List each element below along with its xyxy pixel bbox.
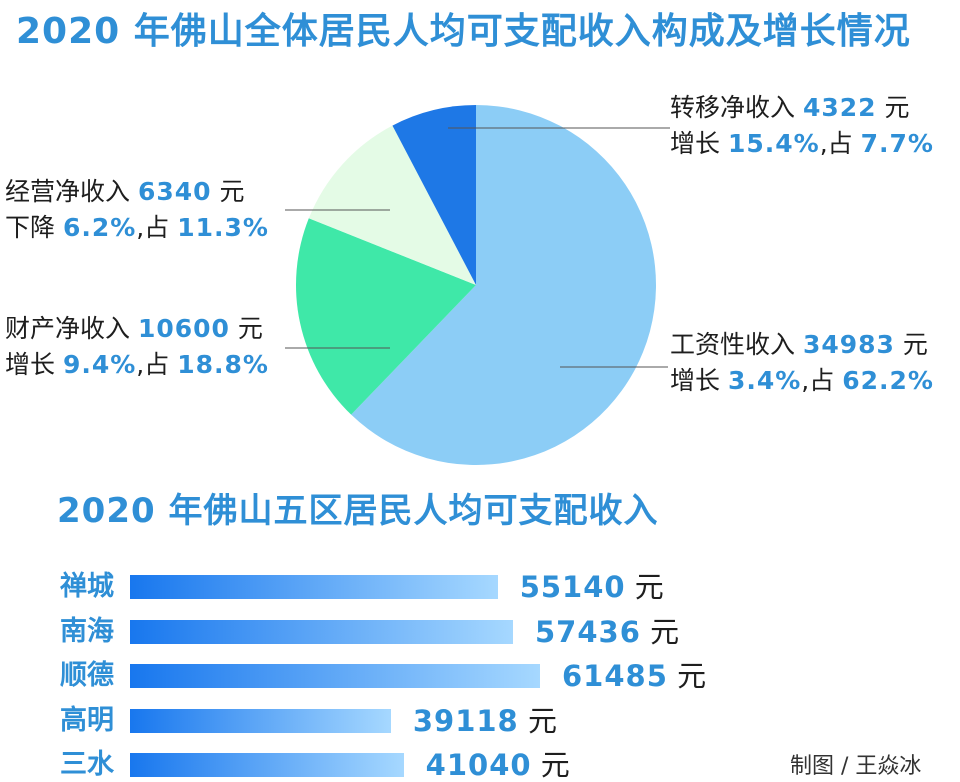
pie-slice-1 — [296, 218, 476, 415]
bar-row: 禅城 55140 元 — [0, 570, 960, 604]
pie-slice-2 — [308, 125, 476, 285]
bar-row: 高明 39118 元 — [0, 704, 960, 738]
bar-title: 2020 年佛山五区居民人均可支配收入 — [57, 491, 659, 531]
credit: 制图 / 王焱冰 — [790, 754, 922, 779]
property-label: 财产净收入 10600 元 增长 9.4%,占 18.8% — [5, 314, 269, 379]
bar-row: 三水 41040 元 — [0, 748, 960, 782]
bar-category-label: 禅城 — [60, 571, 114, 602]
bar-value-label: 55140 元 — [519, 570, 664, 604]
bar-value-label: 57436 元 — [535, 614, 680, 649]
pie-slice-3 — [392, 105, 476, 285]
pie-title: 2020 年佛山全体居民人均可支配收入构成及增长情况 — [16, 11, 911, 52]
transfer-label: 转移净收入 4322 元 增长 15.4%,占 7.7% — [670, 93, 934, 158]
pie-chart — [285, 105, 670, 465]
bar-category-label: 顺德 — [60, 660, 114, 691]
wage-label: 工资性收入 34983 元 增长 3.4%,占 62.2% — [670, 330, 934, 395]
bar-category-label: 高明 — [60, 704, 114, 736]
bar-0 — [130, 575, 498, 599]
bar-category-label: 南海 — [60, 615, 114, 647]
bar-value-label: 41040 元 — [425, 748, 570, 782]
bar-row: 顺德 61485 元 — [0, 659, 960, 693]
bar-1 — [130, 619, 513, 644]
bar-2 — [130, 664, 540, 688]
business-label: 经营净收入 6340 元 下降 6.2%,占 11.3% — [5, 177, 269, 242]
bar-3 — [130, 708, 391, 733]
bar-category-label: 三水 — [60, 749, 114, 780]
bar-value-label: 39118 元 — [412, 703, 557, 738]
bar-4 — [130, 753, 404, 777]
pie-slice-0 — [351, 105, 656, 465]
bar-row: 南海 57436 元 — [0, 615, 960, 649]
bar-value-label: 61485 元 — [562, 659, 707, 693]
